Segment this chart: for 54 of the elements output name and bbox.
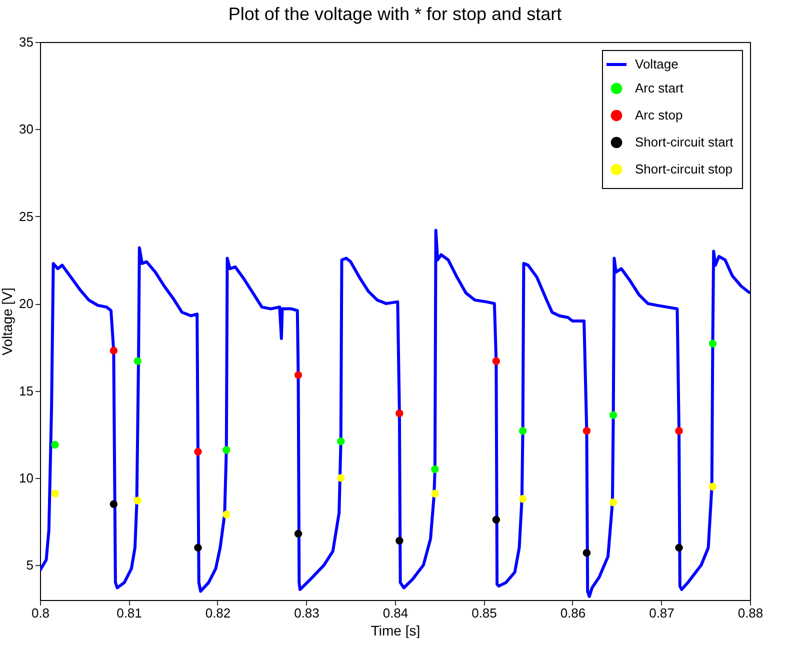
legend-label: Short-circuit stop [635,162,733,176]
point [431,490,439,498]
x-tick-label: 0.82 [205,606,231,620]
point [51,490,59,498]
point [110,500,118,508]
x-tick-label: 0.81 [116,606,142,620]
point [582,426,591,435]
point [336,437,345,446]
point [336,474,345,482]
point [708,340,717,348]
line-series [40,228,750,598]
point [194,544,202,552]
point [194,448,202,456]
point [675,544,683,552]
y-tick-label: 25 [19,208,34,224]
point [609,411,618,420]
y-tick-label: 30 [19,122,34,137]
y-tick-label: 35 [19,34,34,50]
point [582,549,591,557]
point [222,510,230,518]
legend-label: Short-circuit start [635,134,734,150]
point [294,371,302,379]
point [134,357,142,365]
point [431,465,439,474]
point [518,494,527,503]
point [675,426,683,435]
point [134,496,142,504]
point [708,482,717,491]
point [518,426,527,435]
x-tick-label: 0.85 [472,606,497,620]
point [609,498,618,506]
x-tick-label: 0.8 [31,606,50,620]
y-tick-label: 15 [19,383,34,398]
point [492,357,500,365]
legend-label: Voltage [635,56,678,72]
point [51,440,59,449]
point [294,530,302,538]
x-tick-label: 0.86 [560,606,586,620]
x-tick-label: 0.88 [738,606,764,620]
y-tick-label: 5 [26,558,34,573]
point [110,346,118,355]
point [222,446,230,454]
y-axis-title: Voltage [V] [0,288,16,356]
x-tick-label: 0.83 [294,606,320,620]
point [396,410,404,418]
x-tick-label: 0.84 [382,606,408,620]
point [492,516,500,524]
legend-label: Arc start [635,80,684,96]
legend-label: Arc stop [635,108,683,122]
chart-title: Plot of the voltage with * for stop and start [228,4,562,24]
y-tick-label: 20 [19,296,34,312]
y-tick-label: 10 [19,470,34,486]
point [396,536,404,545]
x-tick-label: 0.87 [649,606,674,620]
